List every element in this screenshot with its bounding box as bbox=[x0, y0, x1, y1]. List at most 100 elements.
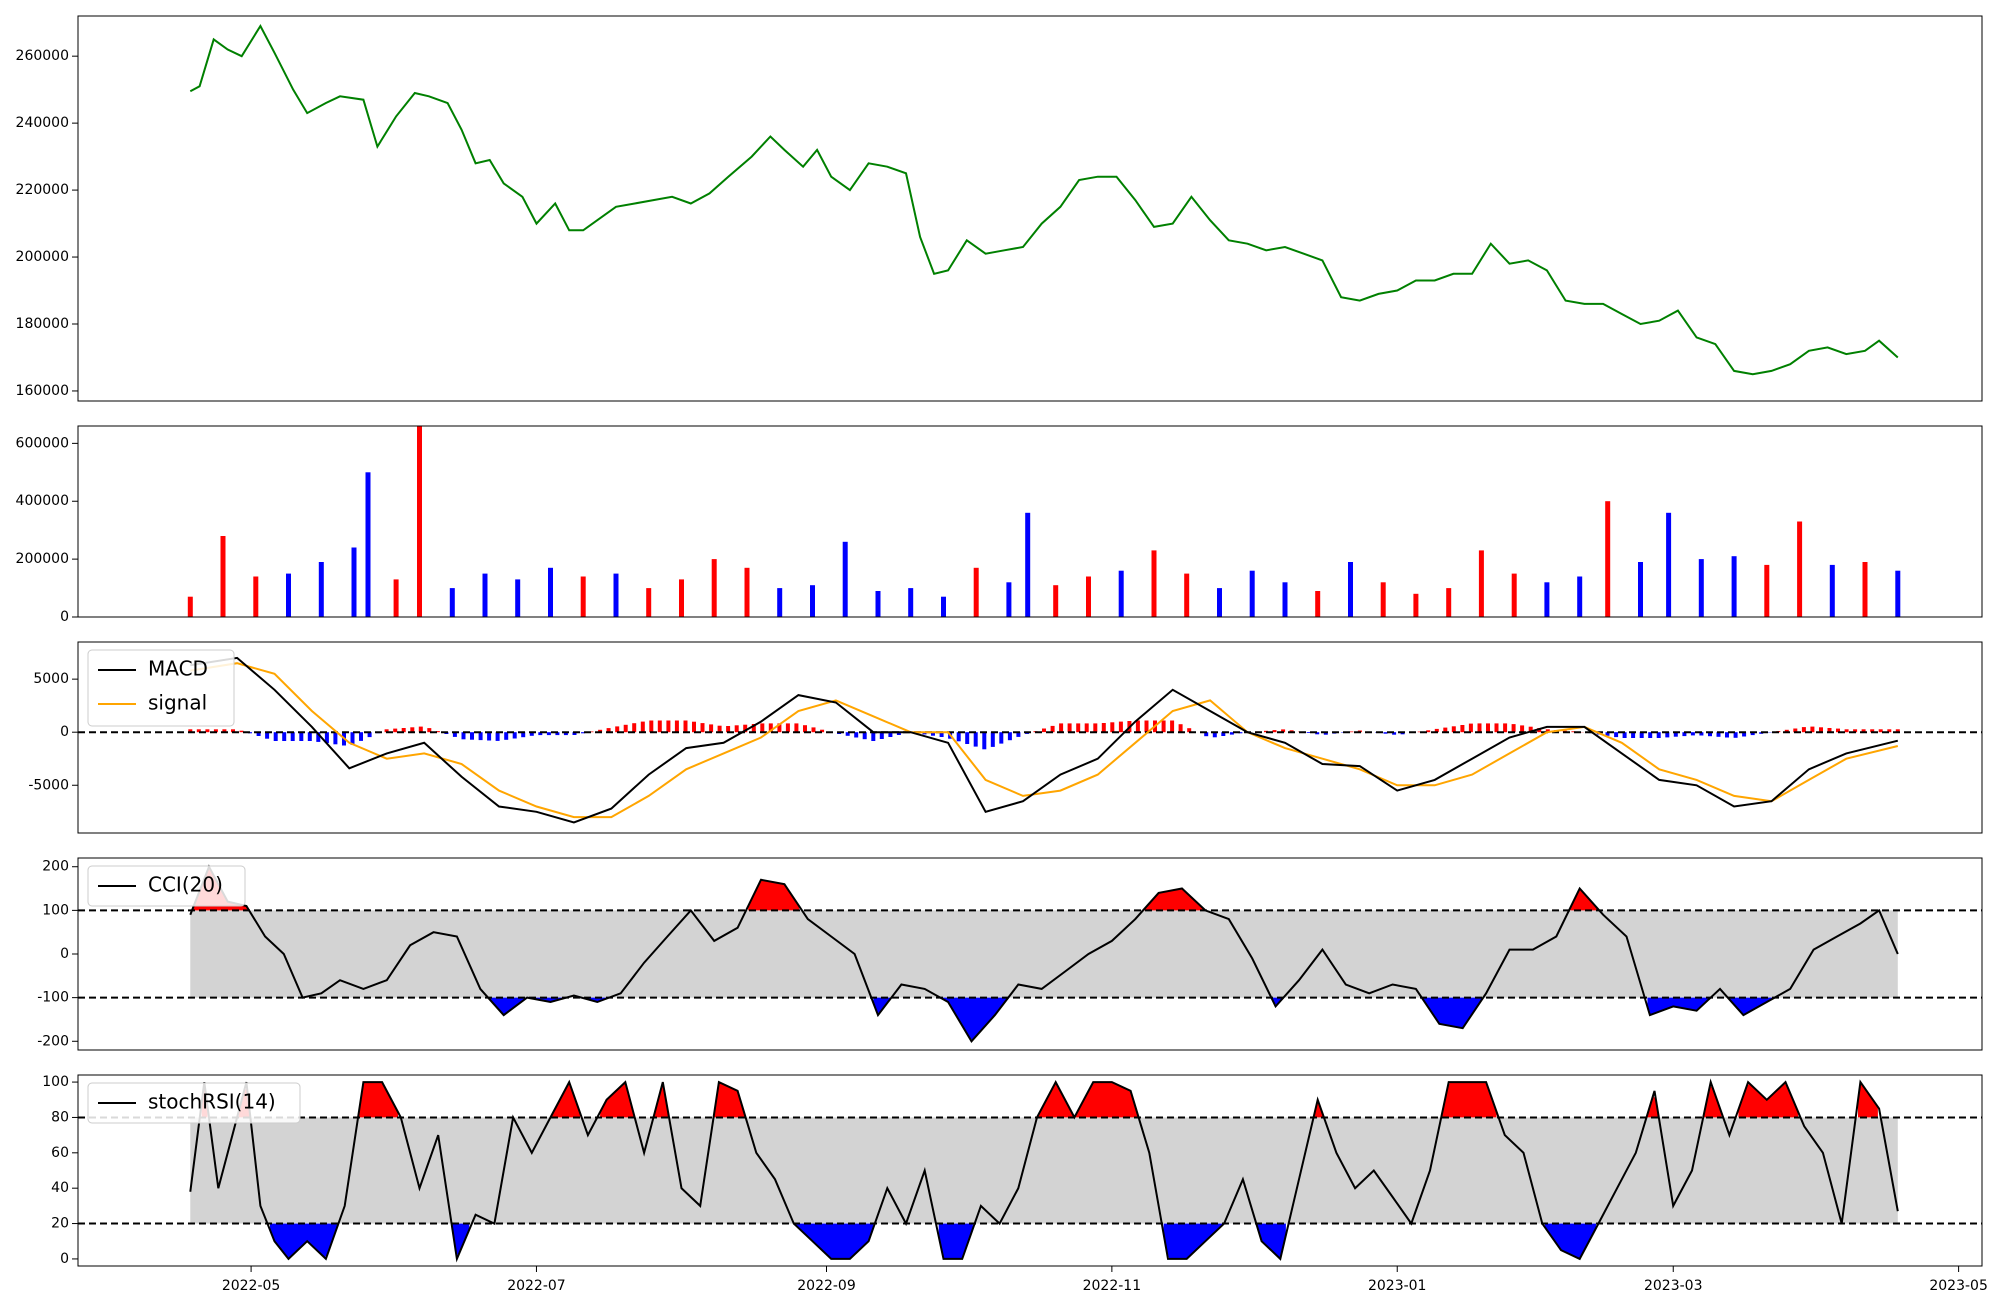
macd-histogram-bar bbox=[922, 732, 927, 735]
legend-box bbox=[87, 1082, 301, 1124]
cci-line bbox=[189, 864, 1899, 1043]
macd-histogram-bar bbox=[435, 731, 440, 733]
macd-histogram-bar bbox=[760, 723, 765, 733]
overbought-fill bbox=[1738, 1083, 1799, 1118]
macd-histogram-bar bbox=[478, 732, 483, 741]
macd-histogram-bar bbox=[1750, 732, 1755, 736]
volume-bar bbox=[941, 596, 946, 617]
macd-histogram-bar bbox=[1699, 732, 1704, 736]
macd-histogram-bar bbox=[999, 732, 1004, 744]
macd-histogram-bar bbox=[546, 732, 551, 736]
macd-histogram-bar bbox=[1895, 729, 1900, 733]
macd-histogram-bar bbox=[1118, 721, 1123, 733]
volume-bar bbox=[1862, 562, 1868, 617]
macd-histogram-bar bbox=[1460, 725, 1465, 733]
macd-histogram-bar bbox=[1511, 724, 1516, 733]
macd-histogram-bar bbox=[1093, 723, 1098, 733]
macd-histogram-bar bbox=[1571, 731, 1576, 733]
volume-bar bbox=[810, 585, 815, 617]
macd-histogram-bar bbox=[1690, 732, 1695, 736]
macd-histogram-bar bbox=[674, 720, 679, 733]
oversold-fill bbox=[270, 1223, 339, 1258]
macd-histogram-bar bbox=[1844, 729, 1849, 733]
volume-bar bbox=[1446, 588, 1452, 617]
macd-histogram-bar bbox=[495, 732, 500, 741]
macd-histogram-bar bbox=[896, 732, 901, 735]
macd-histogram-bar bbox=[1648, 732, 1653, 738]
y-tick-label: -100 bbox=[37, 990, 69, 1006]
macd-histogram-bar bbox=[1144, 720, 1149, 733]
y-tick-label: 200000 bbox=[16, 551, 69, 567]
macd-histogram-bar bbox=[299, 732, 304, 741]
macd-histogram-bar bbox=[1819, 727, 1823, 733]
legend-label: stochRSI(14) bbox=[148, 1090, 276, 1114]
stoch-rsi-line bbox=[189, 1078, 1899, 1263]
macd-histogram-bar bbox=[222, 729, 227, 733]
oversold-fill bbox=[1257, 1223, 1286, 1259]
macd-histogram-bar bbox=[794, 723, 799, 733]
plot-frame bbox=[77, 15, 1983, 402]
volume-bar bbox=[1249, 570, 1255, 617]
macd-histogram-bar bbox=[1392, 732, 1397, 735]
macd-histogram-bar bbox=[709, 724, 714, 733]
macd-histogram-bar bbox=[589, 731, 594, 733]
volume-bar bbox=[286, 573, 291, 617]
macd-histogram-bar bbox=[1451, 726, 1456, 733]
volume-bar bbox=[220, 536, 226, 617]
macd-histogram-bar bbox=[410, 727, 415, 733]
macd-histogram-bar bbox=[1520, 725, 1525, 733]
macd-histogram-bar bbox=[1281, 729, 1286, 733]
macd-histogram-bar bbox=[256, 732, 261, 736]
y-tick-label: 20 bbox=[51, 1216, 69, 1232]
macd-histogram-bar bbox=[359, 732, 363, 741]
macd-histogram-bar bbox=[1665, 732, 1670, 738]
macd-histogram-bar bbox=[785, 723, 790, 733]
macd-histogram-bar bbox=[1323, 732, 1328, 735]
macd-histogram-bar bbox=[1528, 726, 1533, 733]
macd-histogram-bar bbox=[1101, 723, 1106, 733]
macd-histogram-bar bbox=[555, 732, 560, 736]
macd-histogram-bar bbox=[1161, 720, 1166, 733]
x-tick-label: 2022-07 bbox=[507, 1278, 566, 1294]
macd-histogram-bar bbox=[692, 721, 696, 733]
volume-bar bbox=[1217, 588, 1222, 617]
macd-histogram-bar bbox=[427, 728, 432, 733]
x-tick-label: 2022-09 bbox=[797, 1278, 856, 1294]
y-tick-label: 240000 bbox=[16, 115, 69, 131]
volume-bar bbox=[580, 576, 586, 617]
volume-bar bbox=[393, 579, 399, 617]
y-tick-label: 80 bbox=[51, 1109, 69, 1125]
macd-histogram-bar bbox=[196, 729, 201, 733]
y-tick-label: 200000 bbox=[16, 249, 69, 265]
x-axis: 2022-05 2022-07 2022-09 2022-11 2023-01 2023-… bbox=[222, 1266, 1988, 1294]
macd-histogram-bar bbox=[1443, 727, 1448, 733]
y-tick-label: 5000 bbox=[33, 671, 69, 687]
macd-histogram-bar bbox=[1708, 732, 1712, 737]
macd-histogram-bar bbox=[1733, 732, 1738, 738]
macd-histogram-bar bbox=[1016, 732, 1021, 737]
volume-bar bbox=[449, 588, 455, 617]
x-tick-label: 2023-05 bbox=[1929, 1278, 1988, 1294]
macd-histogram-bar bbox=[1434, 728, 1439, 733]
macd-histogram-bar bbox=[581, 732, 585, 734]
macd-histogram-bar bbox=[956, 732, 961, 742]
macd-histogram-bar bbox=[1614, 732, 1619, 738]
volume-bar bbox=[1511, 573, 1517, 617]
macd-histogram-bar bbox=[973, 732, 978, 747]
macd-histogram-bar bbox=[606, 728, 611, 733]
macd-histogram-bar bbox=[1187, 728, 1192, 733]
plot-frame bbox=[77, 857, 1983, 1051]
macd-histogram-bar bbox=[640, 721, 645, 733]
macd-histogram-bar bbox=[512, 732, 517, 739]
oversold-fill bbox=[1544, 1223, 1597, 1259]
macd-histogram-bar bbox=[1725, 732, 1729, 738]
macd-histogram-bar bbox=[572, 732, 577, 735]
macd-histogram-bar bbox=[743, 724, 748, 733]
volume-bar bbox=[1025, 512, 1031, 617]
macd-histogram-bar bbox=[401, 728, 406, 733]
oversold-fill bbox=[1163, 1223, 1224, 1259]
macd-histogram-bar bbox=[538, 732, 543, 736]
macd-histogram-bar bbox=[1042, 728, 1046, 733]
macd-histogram-bar bbox=[854, 732, 859, 738]
macd-histogram-bar bbox=[188, 729, 193, 733]
